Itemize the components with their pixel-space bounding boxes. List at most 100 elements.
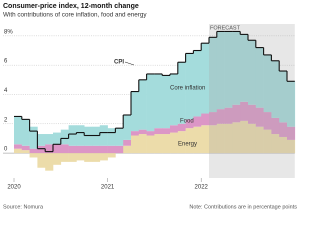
x-tick-label: 2022 — [195, 185, 209, 191]
area-segment — [287, 126, 296, 140]
area-segment — [29, 126, 38, 149]
area-segment — [76, 145, 85, 154]
area-segment — [263, 54, 272, 113]
area-segment — [138, 134, 147, 154]
area-segment — [131, 131, 140, 136]
chart-title: Consumer-price index, 12-month change — [3, 3, 139, 10]
area-segment — [279, 71, 288, 123]
area-segment — [255, 107, 264, 127]
area-segment — [92, 145, 101, 154]
area-segment — [99, 153, 108, 161]
area-segment — [131, 135, 140, 154]
y-tick-label: 8% — [4, 29, 13, 35]
area-segment — [76, 125, 85, 146]
chart-subtitle: With contributions of core inflation, fo… — [3, 12, 147, 19]
area-segment — [146, 73, 155, 132]
area-segment — [185, 128, 194, 154]
area-segment — [216, 123, 225, 154]
area-segment — [60, 144, 69, 154]
chart: Consumer-price index, 12-month change Wi… — [3, 3, 297, 210]
area-segment — [271, 134, 280, 154]
area-segment — [53, 153, 62, 165]
area-segment — [185, 53, 194, 120]
area-segment — [107, 145, 116, 154]
area-segment — [14, 148, 23, 154]
area-segment — [209, 112, 218, 126]
area-segment — [170, 73, 179, 126]
area-segment — [92, 153, 101, 162]
area-segment — [162, 128, 171, 135]
area-segment — [240, 101, 249, 121]
area-segment — [53, 132, 62, 145]
area-segment — [21, 145, 30, 151]
area-segment — [68, 145, 77, 154]
area-segment — [201, 113, 210, 126]
area-segment — [84, 153, 93, 162]
area-segment — [224, 107, 233, 124]
area-segment — [255, 47, 264, 108]
area-segment — [14, 116, 23, 145]
area-segment — [37, 153, 46, 168]
area-segment — [177, 62, 186, 124]
area-segment — [279, 122, 288, 137]
area-segment — [170, 125, 179, 133]
area-segment — [123, 139, 132, 146]
area-segment — [154, 73, 163, 129]
area-segment — [138, 79, 147, 130]
area-segment — [146, 135, 155, 154]
area-segment — [138, 129, 147, 135]
forecast-label: FORECAST — [210, 25, 241, 31]
area-segment — [224, 123, 233, 154]
area-segment — [154, 134, 163, 154]
area-segment — [224, 31, 233, 108]
area-segment — [177, 123, 186, 132]
x-tick-label: 2020 — [7, 185, 21, 191]
area-segment — [240, 120, 249, 154]
y-tick-label: 0 — [4, 147, 8, 153]
area-segment — [45, 134, 54, 145]
cpi-leader — [124, 61, 135, 66]
area-segment — [201, 125, 210, 154]
area-segment — [68, 153, 77, 162]
area-segment — [131, 91, 140, 132]
area-segment — [193, 126, 202, 154]
area-segment — [123, 114, 132, 140]
area-segment — [45, 153, 54, 171]
area-segment — [287, 81, 296, 127]
source: Source: Nomura — [3, 204, 44, 210]
area-segment — [279, 136, 288, 154]
area-segment — [60, 153, 69, 162]
x-tick-label: 2021 — [101, 185, 115, 191]
area-segment — [21, 119, 30, 146]
area-segment — [216, 31, 225, 110]
area-segment — [53, 144, 62, 154]
area-segment — [232, 104, 241, 123]
area-segment — [84, 126, 93, 146]
area-segment — [201, 43, 210, 114]
area-segment — [14, 144, 23, 149]
area-segment — [68, 125, 77, 146]
area-segment — [21, 150, 30, 154]
area-segment — [162, 75, 171, 129]
area-segment — [45, 144, 54, 154]
area-segment — [107, 128, 116, 146]
area-segment — [271, 60, 280, 118]
area-segment — [185, 119, 194, 129]
note: Note: Contributions are in percentage po… — [189, 204, 297, 210]
area-segment — [240, 34, 249, 102]
area-segment — [209, 125, 218, 154]
area-segment — [146, 131, 155, 136]
area-segment — [123, 145, 132, 154]
area-segment — [232, 122, 241, 154]
area-segment — [255, 126, 264, 154]
area-segment — [99, 125, 108, 146]
series-label: Energy — [178, 142, 197, 148]
area-segment — [193, 116, 202, 127]
area-segment — [248, 40, 257, 105]
area-segment — [84, 145, 93, 154]
area-segment — [92, 126, 101, 146]
area-segment — [271, 117, 280, 135]
y-tick-label: 6 — [4, 59, 8, 65]
area-segment — [115, 128, 124, 146]
area-segment — [248, 123, 257, 154]
